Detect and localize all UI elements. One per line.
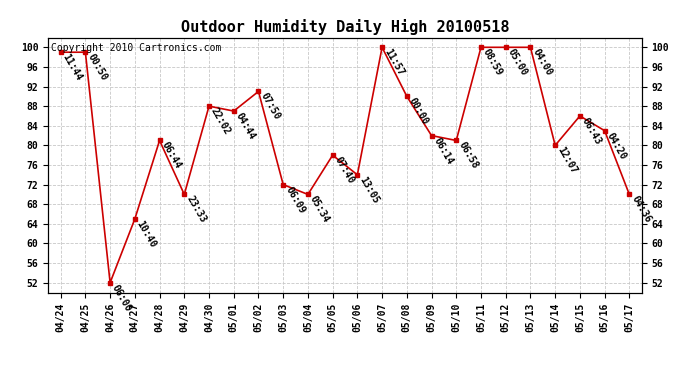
Text: 04:20: 04:20: [604, 130, 628, 161]
Text: 04:00: 04:00: [531, 47, 554, 78]
Text: 07:50: 07:50: [259, 92, 282, 122]
Text: 04:36: 04:36: [629, 194, 653, 225]
Text: 06:44: 06:44: [159, 141, 183, 171]
Text: 11:57: 11:57: [382, 47, 406, 78]
Text: 05:00: 05:00: [506, 47, 529, 78]
Text: 06:00: 06:00: [110, 283, 133, 313]
Text: 00:00: 00:00: [407, 96, 430, 127]
Text: Copyright 2010 Cartronics.com: Copyright 2010 Cartronics.com: [51, 43, 221, 52]
Title: Outdoor Humidity Daily High 20100518: Outdoor Humidity Daily High 20100518: [181, 19, 509, 35]
Text: 06:09: 06:09: [283, 184, 306, 215]
Text: 06:14: 06:14: [431, 136, 455, 166]
Text: 06:58: 06:58: [456, 141, 480, 171]
Text: 10:40: 10:40: [135, 219, 158, 249]
Text: 13:05: 13:05: [357, 175, 381, 205]
Text: 06:43: 06:43: [580, 116, 603, 146]
Text: 11:44: 11:44: [61, 52, 84, 82]
Text: 22:02: 22:02: [209, 106, 233, 136]
Text: 05:34: 05:34: [308, 194, 331, 225]
Text: 23:33: 23:33: [184, 194, 208, 225]
Text: 04:44: 04:44: [234, 111, 257, 141]
Text: 07:40: 07:40: [333, 155, 356, 186]
Text: 00:50: 00:50: [86, 52, 109, 82]
Text: 08:59: 08:59: [481, 47, 504, 78]
Text: 12:07: 12:07: [555, 146, 578, 176]
